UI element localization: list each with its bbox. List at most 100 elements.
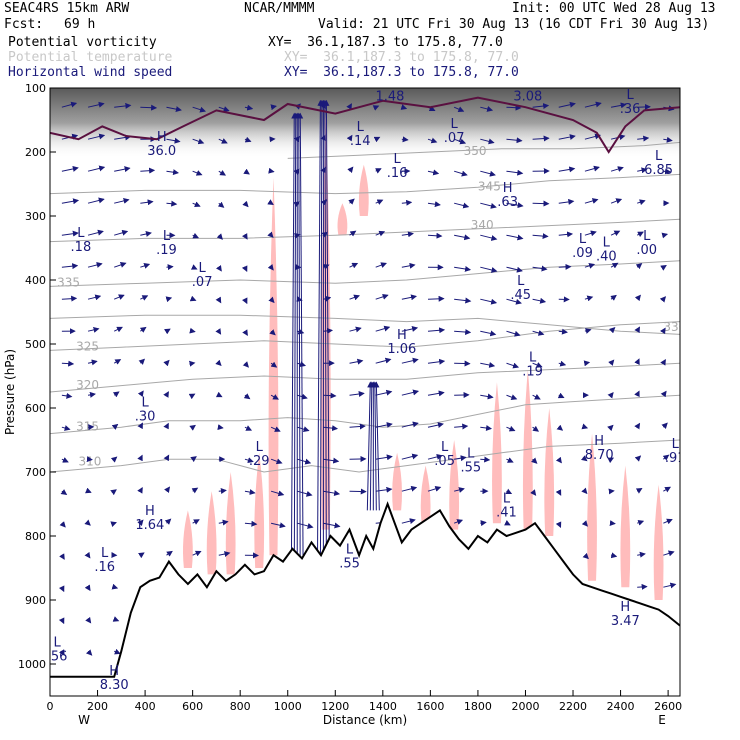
wind-vector-270: [532, 200, 550, 207]
x-tick-label-400: 400: [135, 700, 156, 713]
terrain-layer: [50, 501, 680, 696]
wind-vector-223: [427, 453, 443, 460]
wind-vector-6: [61, 295, 78, 302]
pv-plume-7: [358, 164, 369, 216]
extremum-value-12: .09: [572, 246, 593, 261]
wind-vector-33: [84, 584, 91, 592]
theta-label-350: 350: [464, 144, 487, 158]
wind-vector-254: [506, 137, 523, 144]
pv-plume-12: [522, 369, 533, 536]
wind-vector-292: [555, 489, 562, 496]
wind-vector-304: [581, 423, 589, 430]
wind-vector-280: [558, 101, 576, 108]
extremum-value-7: 6.85: [644, 163, 673, 178]
wind-vector-40: [114, 229, 129, 236]
wind-vector-3: [61, 198, 80, 205]
wind-vector-120: [241, 297, 248, 305]
extremum-H-28: H: [620, 600, 630, 615]
pv-plume-15: [620, 465, 631, 588]
extremum-value-17: .19: [522, 365, 543, 380]
wind-vector-122: [242, 361, 249, 368]
wind-vector-88: [192, 232, 200, 239]
wind-vector-185: [373, 136, 381, 143]
wind-vector-288: [558, 360, 567, 367]
x-tick-label-0: 0: [47, 700, 54, 713]
wind-vector-346: [659, 296, 667, 303]
wind-vector-116: [243, 168, 250, 175]
wind-vector-238: [453, 519, 464, 525]
wind-vector-89: [190, 264, 198, 270]
wind-vector-250: [480, 456, 491, 463]
wind-vector-82: [164, 518, 172, 525]
wind-vector-106: [215, 328, 222, 335]
extremum-value-6: .36: [620, 102, 641, 117]
wind-vector-208: [401, 421, 419, 428]
wind-vector-133: [267, 231, 274, 238]
pv-plume-14: [587, 433, 597, 581]
y-axis-ticks: 100 200 300 400 500 600 700 800 900 1000: [18, 82, 56, 671]
extremum-value-21: .05: [434, 454, 455, 469]
field-xy-theta: XY= 36.1,187.3 to 175.8, 77.0: [284, 50, 519, 65]
wind-vector-140: [270, 458, 283, 465]
wind-vector-335: [634, 455, 642, 462]
wind-vector-115: [244, 136, 252, 143]
wind-vector-38: [114, 166, 131, 173]
updraft-jet-2-0: [366, 381, 374, 511]
wind-vector-308: [582, 552, 589, 560]
x-tick-label-2200: 2200: [559, 700, 587, 713]
wind-vector-98: [192, 550, 202, 557]
x-axis-ticks: 0 200 400 600 800 1000 1200 1400 1600 1800 2000 220…: [47, 690, 682, 713]
wind-vector-224: [427, 485, 442, 492]
wind-vector-22: [87, 229, 104, 236]
wind-vector-348: [660, 358, 666, 366]
wind-vector-49: [110, 521, 117, 528]
wind-vector-256: [506, 202, 524, 209]
wind-vector-189: [375, 262, 387, 268]
wind-vector-184: [372, 105, 380, 111]
wind-vector-261: [506, 362, 520, 369]
wind-vector-196: [375, 486, 393, 493]
theta-contour-325: [50, 321, 680, 351]
wind-vector-267: [532, 103, 550, 110]
wind-vector-97: [192, 519, 200, 525]
wind-vector-71: [166, 169, 180, 176]
wind-vector-296: [584, 165, 600, 172]
wind-vector-137: [270, 361, 278, 368]
wind-vector-45: [112, 391, 120, 398]
plot-frame: [49, 87, 681, 697]
wind-vector-351: [662, 454, 670, 461]
y-tick-label-200: 200: [25, 146, 46, 159]
fcst-hours: 69 h: [64, 17, 96, 32]
wind-vector-105: [215, 296, 222, 304]
wind-vector-194: [375, 422, 393, 428]
updraft-jet-1-1: [318, 99, 325, 575]
theta-contour-340: [50, 218, 680, 243]
updraft-jet-1-0: [316, 99, 324, 575]
extremum-L-8: L: [393, 152, 401, 167]
wind-vector-46: [111, 423, 119, 430]
extremum-L-22: L: [467, 447, 475, 462]
wind-vector-163: [323, 295, 332, 302]
wind-vector-245: [480, 298, 498, 305]
theta-label-325: 325: [76, 339, 99, 353]
pv-plume-3: [254, 452, 265, 568]
wind-vector-75: [165, 296, 173, 303]
wind-vector-264: [506, 457, 514, 463]
wind-vector-333: [634, 390, 640, 398]
wind-vector-242: [480, 202, 497, 209]
wind-vector-301: [584, 328, 592, 334]
wind-vector-19: [87, 133, 106, 140]
extremum-value-16: 1.06: [387, 342, 416, 357]
extremum-L-10: L: [163, 229, 171, 244]
theta-label-345: 345: [478, 179, 501, 193]
wind-vector-77: [163, 359, 170, 367]
extremum-value-10: .19: [156, 243, 177, 258]
wind-vector-243: [480, 234, 498, 241]
wind-vector-95: [190, 456, 197, 463]
terrain-fill: [50, 504, 680, 696]
wind-vector-210: [401, 485, 418, 492]
wind-vector-64: [137, 422, 143, 430]
wind-vector-199: [401, 136, 409, 143]
wind-vector-315: [610, 294, 617, 301]
